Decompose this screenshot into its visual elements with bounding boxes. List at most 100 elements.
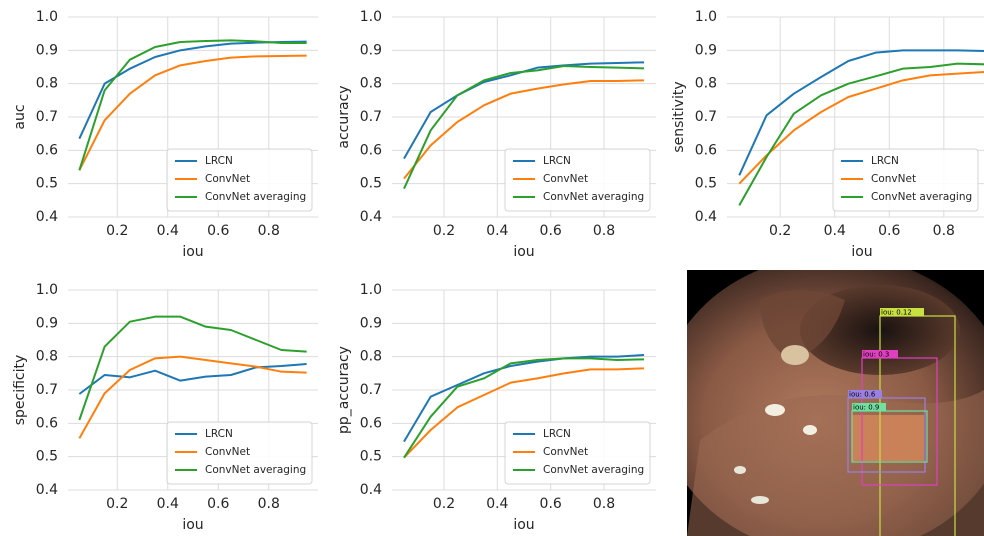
y-axis-label: auc — [12, 104, 28, 129]
legend-box — [166, 148, 313, 212]
y-tick-label: 0.9 — [36, 315, 58, 331]
endoscopy-image: iou: 0.12 iou: 0.3 iou: 0.6 iou: 0.9 — [687, 270, 984, 536]
y-tick-label: 0.6 — [36, 415, 58, 431]
legend-label: LRCN — [205, 155, 233, 167]
x-tick-label: 0.8 — [258, 496, 280, 512]
x-tick-label: 0.6 — [540, 496, 562, 512]
x-axis-label: iou — [182, 244, 203, 260]
x-axis-label: iou — [851, 244, 872, 260]
line-series — [78, 315, 307, 421]
line-series — [403, 354, 645, 443]
y-tick-label: 0.7 — [36, 382, 58, 398]
y-tick-label: 0.5 — [695, 176, 717, 192]
y-tick-label: 1.0 — [695, 9, 717, 25]
x-tick-label: 0.6 — [207, 223, 229, 239]
y-tick-label: 0.4 — [36, 482, 58, 498]
legend-box — [504, 148, 651, 212]
y-tick-label: 0.7 — [36, 109, 58, 125]
line-series — [738, 62, 984, 206]
x-tick-label: 0.8 — [593, 223, 615, 239]
box-label: iou: 0.9 — [853, 404, 879, 412]
legend-box — [832, 148, 979, 212]
x-axis-label: iou — [513, 517, 534, 533]
x-tick-label: 0.6 — [207, 496, 229, 512]
line-series — [403, 367, 645, 459]
x-axis-label: iou — [513, 244, 534, 260]
chart: 0.4 0.5 0.6 0.7 0.8 0.9 1.0 0.2 0.4 0.6 0.8 iou spec… — [12, 282, 318, 533]
x-tick-label: 0.6 — [878, 223, 900, 239]
line-series — [403, 79, 645, 180]
x-tick-label: 0.2 — [769, 223, 791, 239]
y-tick-label: 0.4 — [695, 209, 717, 225]
x-tick-label: 0.4 — [486, 496, 508, 512]
legend-box — [166, 421, 313, 485]
y-tick-label: 0.6 — [36, 142, 58, 158]
x-tick-label: 0.4 — [157, 223, 179, 239]
y-axis-label: specificity — [12, 355, 28, 426]
x-tick-label: 0.2 — [106, 496, 128, 512]
box-label: iou: 0.6 — [849, 391, 876, 399]
line-series — [78, 54, 307, 171]
line-series — [403, 61, 645, 160]
y-tick-label: 0.8 — [36, 349, 58, 365]
x-tick-label: 0.4 — [157, 496, 179, 512]
y-tick-label: 0.5 — [360, 449, 382, 465]
y-tick-label: 0.6 — [695, 142, 717, 158]
legend-label: ConvNet averaging — [543, 464, 644, 476]
box-label: iou: 0.3 — [863, 351, 889, 359]
line-series — [738, 49, 984, 176]
y-tick-label: 0.9 — [360, 42, 382, 58]
legend-label: LRCN — [543, 428, 571, 440]
y-axis-label: pp_accuracy — [336, 346, 352, 434]
y-tick-label: 0.8 — [360, 349, 382, 365]
chart: 0.4 0.5 0.6 0.7 0.8 0.9 1.0 0.2 0.4 0.6 0.8 iou pp_a… — [336, 282, 656, 533]
x-tick-label: 0.2 — [433, 223, 455, 239]
line-series — [403, 65, 645, 190]
x-tick-label: 0.8 — [933, 223, 955, 239]
y-tick-label: 0.6 — [360, 415, 382, 431]
x-tick-label: 0.6 — [540, 223, 562, 239]
legend-label: LRCN — [205, 428, 233, 440]
y-tick-label: 1.0 — [36, 282, 58, 298]
y-tick-label: 0.9 — [360, 315, 382, 331]
x-tick-label: 0.4 — [486, 223, 508, 239]
chart: 0.4 0.5 0.6 0.7 0.8 0.9 1.0 0.2 0.4 0.6 0.8 iou sens… — [671, 9, 984, 260]
y-tick-label: 0.5 — [36, 176, 58, 192]
box-label: iou: 0.12 — [881, 309, 912, 317]
line-series — [78, 39, 307, 171]
y-tick-label: 0.4 — [36, 209, 58, 225]
x-tick-label: 0.4 — [824, 223, 846, 239]
y-tick-label: 0.5 — [36, 449, 58, 465]
x-axis-label: iou — [182, 517, 203, 533]
legend-label: ConvNet — [543, 446, 588, 458]
legend-label: LRCN — [871, 155, 899, 167]
legend-label: ConvNet averaging — [871, 191, 972, 203]
y-tick-label: 1.0 — [360, 9, 382, 25]
x-tick-label: 0.8 — [258, 223, 280, 239]
line-series — [78, 363, 307, 395]
y-tick-label: 0.4 — [360, 482, 382, 498]
line-series — [403, 357, 645, 459]
x-tick-label: 0.8 — [593, 496, 615, 512]
y-tick-label: 1.0 — [360, 282, 382, 298]
legend-label: ConvNet averaging — [205, 191, 306, 203]
y-axis-label: accuracy — [336, 85, 352, 148]
legend-label: ConvNet averaging — [543, 191, 644, 203]
y-tick-label: 0.8 — [695, 76, 717, 92]
y-tick-label: 0.5 — [360, 176, 382, 192]
x-tick-label: 0.2 — [433, 496, 455, 512]
y-tick-label: 0.8 — [360, 76, 382, 92]
line-series — [78, 355, 307, 439]
y-tick-label: 0.7 — [695, 109, 717, 125]
y-tick-label: 0.9 — [695, 42, 717, 58]
y-tick-label: 0.6 — [360, 142, 382, 158]
line-series — [738, 71, 984, 185]
y-tick-label: 0.7 — [360, 382, 382, 398]
chart: 0.4 0.5 0.6 0.7 0.8 0.9 1.0 0.2 0.4 0.6 0.8 iou auc L… — [12, 9, 318, 260]
y-tick-label: 0.4 — [360, 209, 382, 225]
y-tick-label: 0.8 — [36, 76, 58, 92]
y-tick-label: 1.0 — [36, 9, 58, 25]
legend-label: ConvNet — [871, 173, 916, 185]
legend-label: LRCN — [543, 155, 571, 167]
